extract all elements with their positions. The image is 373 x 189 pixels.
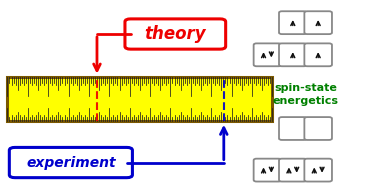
FancyBboxPatch shape	[304, 117, 332, 140]
FancyBboxPatch shape	[279, 159, 307, 181]
Text: experiment: experiment	[26, 156, 116, 170]
FancyBboxPatch shape	[304, 11, 332, 34]
FancyBboxPatch shape	[254, 159, 281, 181]
Text: theory: theory	[144, 25, 206, 43]
Text: spin-state
energetics: spin-state energetics	[273, 83, 338, 106]
FancyBboxPatch shape	[304, 43, 332, 66]
FancyBboxPatch shape	[125, 19, 226, 49]
FancyBboxPatch shape	[279, 43, 307, 66]
FancyBboxPatch shape	[279, 11, 307, 34]
FancyBboxPatch shape	[279, 117, 307, 140]
FancyBboxPatch shape	[9, 147, 132, 178]
FancyBboxPatch shape	[254, 43, 281, 66]
FancyBboxPatch shape	[7, 77, 272, 121]
FancyBboxPatch shape	[304, 159, 332, 181]
FancyBboxPatch shape	[9, 80, 274, 123]
